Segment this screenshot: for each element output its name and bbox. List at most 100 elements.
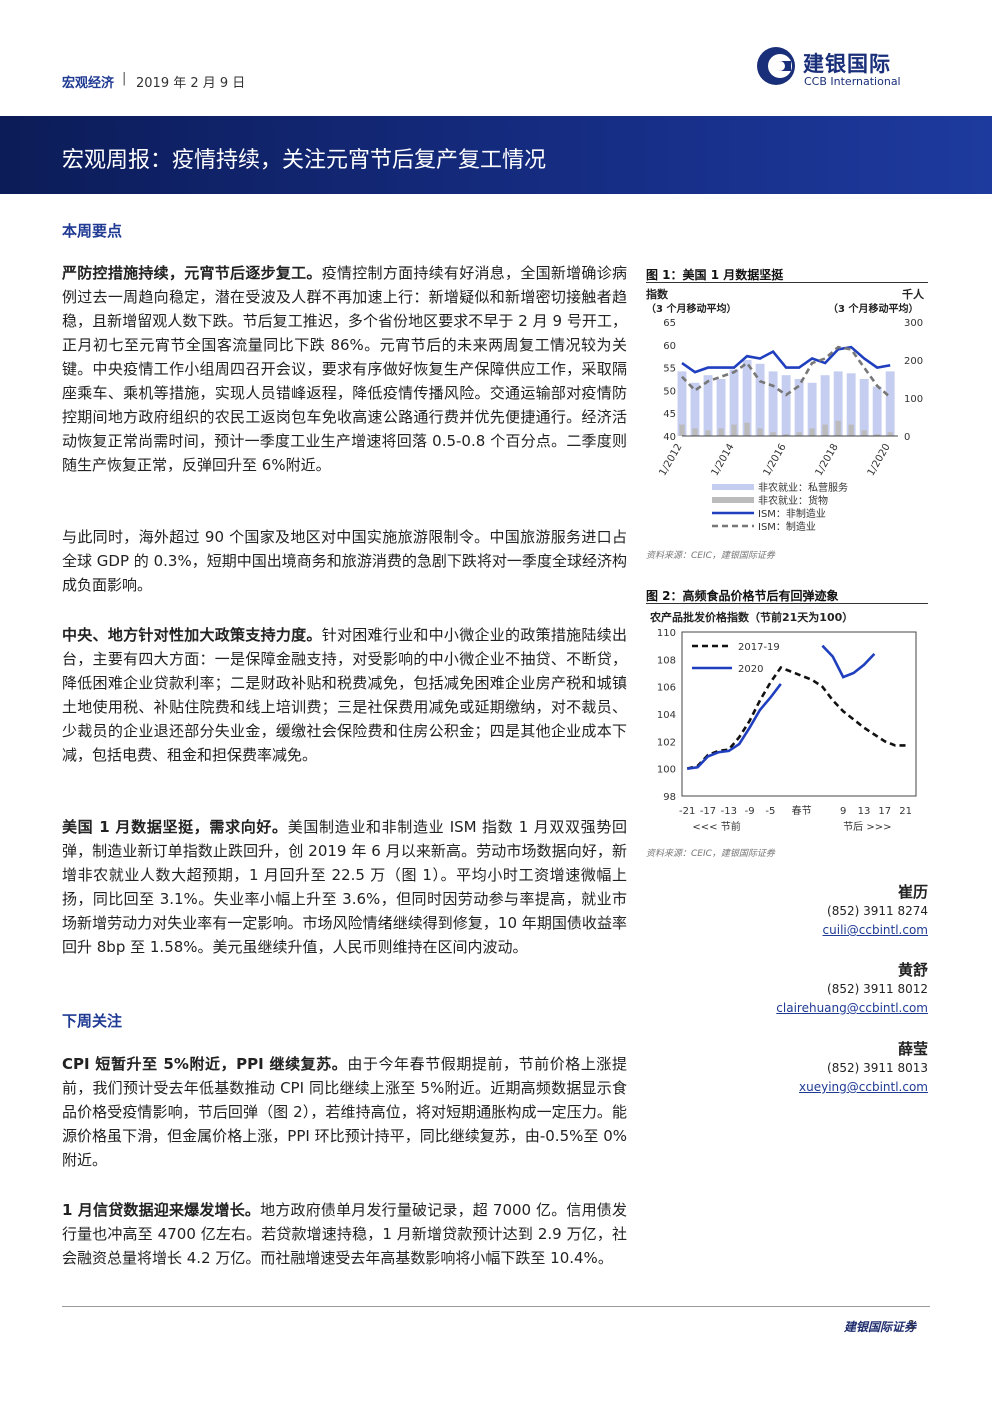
bar (872, 386, 882, 436)
paragraph-travel: 与此同时，海外超过 90 个国家及地区对中国实施旅游限制令。中国旅游服务进口占全… (62, 525, 627, 597)
ccb-international-logo: 建银国际 CCB International (755, 44, 945, 94)
y-tick-label: 300 (904, 318, 923, 329)
x-tick-label: -21 (679, 806, 695, 817)
report-date: 2019 年 2 月 9 日 (136, 76, 246, 91)
y-tick-label: 40 (663, 432, 676, 443)
analyst-contact: 薛莹 (852) 3911 8013 xueying@ccbintl.com (799, 1040, 928, 1097)
paragraph-body: 针对困难行业和中小微企业的政策措施陆续出台，主要有四大方面：一是保障金融支持，对… (62, 626, 627, 764)
series-line (821, 644, 876, 679)
x-tick-label: -17 (700, 806, 716, 817)
figure1-chart: 40 45 50 55 60 65 0 100 200 300 1/2012 1/2014 1/2016… (657, 318, 923, 533)
figure2-rule (646, 603, 928, 604)
series-line (681, 345, 892, 399)
figure2-title: 图 2：高频食品价格节后有回弹迹象 (646, 589, 839, 603)
analyst-email-link[interactable]: clairehuang@ccbintl.com (776, 1001, 928, 1015)
x-tick-label: 1/2020 (866, 442, 893, 478)
y-tick-label: 60 (663, 341, 676, 352)
analyst-email-link[interactable]: cuili@ccbintl.com (822, 923, 928, 937)
legend-label: ISM：制造业 (758, 520, 816, 533)
section-heading-next-week: 下周关注 (62, 1012, 123, 1030)
paragraph-body: 由于今年春节假期提前，节前价格上涨提前，我们预计受去年低基数推动 CPI 同比继… (62, 1055, 627, 1169)
series-line (686, 665, 906, 770)
bar (703, 375, 713, 436)
bar (742, 360, 752, 436)
y-tick-label: 100 (657, 765, 676, 776)
y-tick-label: 0 (904, 432, 910, 443)
paragraph-lead: 1 月信贷数据迎来爆发增长。 (62, 1201, 261, 1219)
title-banner: 宏观周报：疫情持续，关注元宵节后复产复工情况 (0, 116, 992, 194)
bar (690, 382, 700, 436)
paragraph-body: 疫情控制方面持续有好消息，全国新增确诊病例过去一周趋向稳定，潜在受波及人群不再加… (62, 264, 627, 474)
bar (859, 379, 869, 436)
bar (757, 428, 763, 436)
x-tick-label: 1/2018 (814, 442, 841, 478)
analyst-contact: 黄舒 (852) 3911 8012 clairehuang@ccbintl.c… (776, 961, 928, 1018)
x-tick-label: 17 (878, 806, 891, 817)
x-tick-label: -5 (765, 806, 775, 817)
analyst-email-link[interactable]: xueying@ccbintl.com (799, 1080, 928, 1094)
bar (677, 371, 687, 436)
analyst-name: 崔历 (897, 883, 928, 901)
x-tick-label: -13 (721, 806, 737, 817)
paragraph-policy: 中央、地方针对性加大政策支持力度。针对困难行业和中小微企业的政策措施陆续出台，主… (62, 623, 627, 767)
legend-label: 非农就业：私营服务 (758, 481, 848, 494)
bar (755, 363, 765, 436)
paragraph-us-data: 美国 1 月数据坚挺，需求向好。美国制造业和非制造业 ISM 指数 1 月双双强… (62, 815, 627, 959)
y-tick-label: 104 (657, 710, 676, 721)
paragraph-lead: 中央、地方针对性加大政策支持力度。 (62, 626, 322, 644)
logo-chinese-name: 建银国际 (803, 52, 891, 76)
legend-swatch (712, 484, 754, 490)
analyst-name: 黄舒 (897, 961, 928, 979)
y-tick-label: 50 (663, 386, 676, 397)
bar (729, 369, 739, 436)
series-line (681, 345, 891, 374)
analyst-contact: 崔历 (852) 3911 8274 cuili@ccbintl.com (823, 883, 928, 940)
y-tick-label: 102 (657, 737, 676, 748)
y-tick-label: 106 (657, 683, 676, 694)
legend-label: 2017-19 (738, 642, 780, 653)
y-tick-label: 45 (663, 409, 676, 420)
bar (794, 379, 804, 436)
bar (744, 422, 750, 436)
bar (781, 375, 791, 436)
paragraph-cpi: CPI 短暂升至 5%附近，PPI 继续复苏。由于今年春节假期提前，节前价格上涨… (62, 1052, 627, 1172)
figure1-left-axis-title: 指数 (646, 288, 668, 301)
bar (770, 432, 776, 436)
paragraph-body: 美国制造业和非制造业 ISM 指数 1 月双双强势回弹，制造业新订单指数止跌回升… (62, 818, 627, 956)
paragraph-credit: 1 月信贷数据迎来爆发增长。地方政府债单月发行量破记录，超 7000 亿。信用债… (62, 1198, 627, 1270)
bar (885, 371, 895, 436)
figure1-rule (646, 282, 928, 283)
y-tick-label: 100 (904, 394, 923, 405)
figure2-source: 资料来源：CEIC，建银国际证券 (646, 849, 775, 859)
bar (861, 430, 867, 436)
bar (833, 371, 843, 436)
legend-label: ISM：非制造业 (758, 507, 826, 520)
legend-swatch (712, 497, 754, 503)
paragraph-lead: CPI 短暂升至 5%附近，PPI 继续复苏。 (62, 1055, 348, 1073)
x-tick-label: 春节 (792, 805, 812, 817)
x-note-label: 节后 >>> (843, 821, 891, 833)
bar (807, 382, 817, 436)
bar (716, 379, 726, 436)
x-tick-label: 1/2012 (657, 442, 684, 478)
header-separator: | (122, 71, 127, 86)
bar (848, 424, 854, 436)
paragraph-lead: 美国 1 月数据坚挺，需求向好。 (62, 818, 288, 836)
bar (822, 424, 828, 436)
legend-label: 非农就业：货物 (758, 494, 828, 507)
x-note-label: <<< 节前 (692, 820, 740, 833)
bar (692, 428, 698, 436)
bar (809, 428, 815, 436)
bar (768, 371, 778, 436)
ccb-logo-icon (757, 47, 795, 85)
figure1-left-axis-sub: （3 个月移动平均） (646, 304, 737, 315)
y-tick-label: 55 (663, 364, 676, 375)
figure1-title: 图 1：美国 1 月数据坚挺 (646, 268, 784, 282)
figure1-right-axis-sub: （3 个月移动平均） (828, 304, 919, 315)
report-title: 宏观周报：疫情持续，关注元宵节后复产复工情况 (62, 148, 547, 173)
y-tick-label: 200 (904, 356, 923, 367)
paragraph-body: 地方政府债单月发行量破记录，超 7000 亿。信用债发行量也冲高至 4700 亿… (62, 1201, 627, 1267)
bar (796, 432, 802, 436)
bar (679, 424, 685, 436)
analyst-name: 薛莹 (897, 1040, 928, 1058)
